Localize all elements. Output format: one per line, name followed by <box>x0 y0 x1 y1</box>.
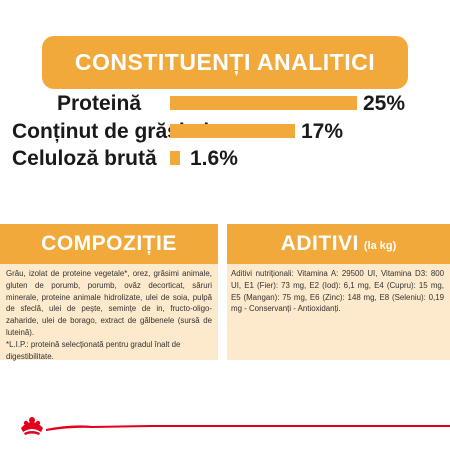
composition-panel: COMPOZIȚIE Grâu, izolat de proteine vege… <box>0 224 218 361</box>
footer-divider <box>150 425 450 427</box>
composition-text: Grâu, izolat de proteine vegetale*, orez… <box>6 269 212 337</box>
header-title: CONSTITUENȚI ANALITICI <box>74 49 376 75</box>
analytic-label: Celuloză brută <box>12 147 157 170</box>
composition-title: COMPOZIȚIE <box>41 232 177 255</box>
additives-header: ADITIVI (la kg) <box>227 224 450 264</box>
composition-note: *L.I.P.: proteină selecționată pentru gr… <box>6 340 181 361</box>
analytic-bar <box>170 124 295 138</box>
additives-title: ADITIVI <box>280 232 359 255</box>
additives-panel: ADITIVI (la kg) Aditivi nutriționali: Vi… <box>227 224 450 360</box>
composition-header: COMPOZIȚIE <box>0 224 218 264</box>
analytic-value: 25% <box>363 92 406 115</box>
analytic-bar <box>170 151 180 165</box>
additives-unit: (la kg) <box>363 240 397 252</box>
additives-text: Aditivi nutriționali: Vitamina A: 29500 … <box>231 269 444 314</box>
analytic-value: 17% <box>301 120 344 143</box>
royal-canin-crown-logo-icon <box>12 408 152 444</box>
header-banner: CONSTITUENȚI ANALITICI <box>42 36 408 89</box>
analytic-bar <box>170 96 357 110</box>
analytic-value: 1.6% <box>190 147 238 170</box>
analytic-label: Proteină <box>57 92 142 115</box>
analytic-label: Conținut de grăsimi <box>12 120 210 143</box>
